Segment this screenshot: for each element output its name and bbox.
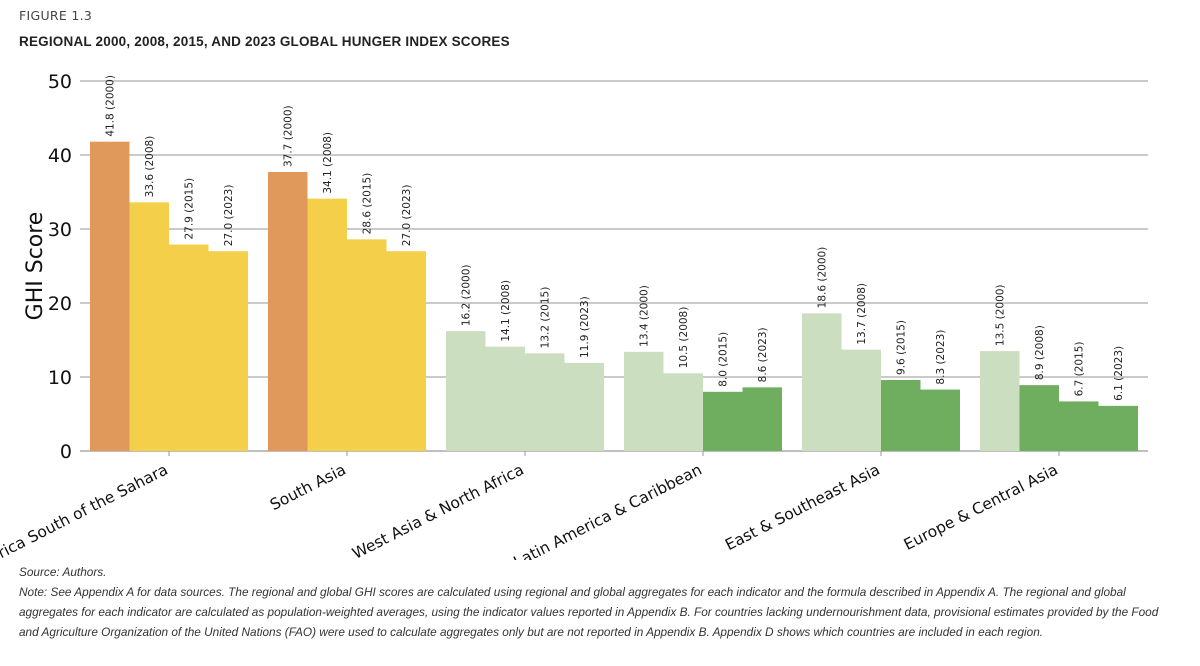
bar: [347, 239, 387, 451]
bar: [980, 351, 1020, 451]
bar: [208, 251, 248, 451]
data-label: 9.6 (2015): [896, 320, 908, 375]
x-tick-label: Africa South of the Sahara: [0, 461, 171, 560]
x-tick-label: South Asia: [267, 461, 349, 514]
bar: [1098, 405, 1138, 451]
data-label: 8.3 (2023): [935, 330, 947, 385]
bar: [663, 373, 703, 451]
bar-chart: 0 10 20 30 40 50 GHI Score 41.8 (2000) 33.6 (200…: [0, 71, 1148, 560]
data-label: 14.1 (2008): [500, 280, 512, 342]
data-label: 34.1 (2008): [322, 132, 334, 194]
notes: Source: Authors. Note: See Appendix A fo…: [19, 562, 1169, 642]
bar: [129, 202, 169, 451]
data-label: 16.2 (2000): [461, 264, 473, 326]
data-label: 8.6 (2023): [757, 327, 769, 382]
bar: [841, 349, 881, 451]
data-label: 37.7 (2000): [283, 105, 295, 167]
bar: [920, 389, 960, 451]
y-tick-label: 20: [48, 293, 72, 315]
data-label: 8.0 (2015): [718, 332, 730, 387]
y-tick-label: 50: [48, 71, 72, 93]
y-tick-label: 30: [48, 219, 72, 241]
data-label: 8.9 (2008): [1034, 325, 1046, 380]
note-text: Note: See Appendix A for data sources. T…: [19, 585, 1159, 639]
y-tick-label: 10: [48, 367, 72, 389]
data-label: 10.5 (2008): [678, 307, 690, 369]
y-axis-label: GHI Score: [23, 212, 48, 321]
figure-label: FIGURE 1.3: [19, 8, 93, 23]
bar: [268, 172, 308, 451]
chart-title: REGIONAL 2000, 2008, 2015, AND 2023 GLOB…: [19, 34, 510, 49]
bar: [386, 251, 426, 451]
data-label: 6.7 (2015): [1074, 341, 1086, 396]
data-label: 13.5 (2000): [995, 284, 1007, 346]
data-label: 28.6 (2015): [362, 173, 374, 235]
bar: [624, 351, 664, 451]
data-label: 11.9 (2023): [579, 296, 591, 358]
bar: [90, 141, 130, 451]
bar: [881, 379, 921, 451]
data-label: 13.4 (2000): [639, 285, 651, 347]
data-label: 27.0 (2023): [401, 185, 413, 247]
data-label: 27.9 (2015): [184, 178, 196, 240]
bar: [307, 198, 347, 451]
x-tick-label: Europe & Central Asia: [901, 461, 1061, 554]
bar: [169, 244, 209, 451]
bar: [446, 331, 486, 451]
data-label: 13.7 (2008): [856, 283, 868, 345]
data-label: 41.8 (2000): [105, 75, 117, 137]
bar: [742, 387, 782, 451]
data-label: 6.1 (2023): [1113, 346, 1125, 401]
data-label: 27.0 (2023): [223, 185, 235, 247]
source-text: Source: Authors.: [19, 565, 107, 579]
bar: [485, 346, 525, 451]
x-tick-label: West Asia & North Africa: [349, 461, 526, 560]
bar: [703, 391, 743, 451]
bar: [1059, 401, 1099, 451]
bar: [564, 362, 604, 451]
bar: [802, 313, 842, 451]
x-tick-label: Latin America & Caribbean: [511, 461, 705, 560]
data-label: 33.6 (2008): [144, 136, 156, 198]
data-label: 18.6 (2000): [817, 247, 829, 309]
y-tick-label: 40: [48, 145, 72, 167]
bar: [525, 353, 565, 451]
bar: [1019, 385, 1059, 451]
y-tick-label: 0: [60, 441, 72, 463]
data-label: 13.2 (2015): [540, 287, 552, 349]
x-tick-label: East & Southeast Asia: [722, 461, 883, 555]
